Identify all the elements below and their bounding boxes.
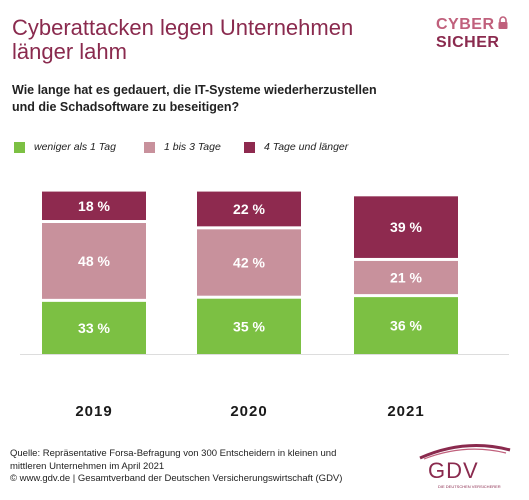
data-label: 21 % (390, 270, 422, 286)
legend: weniger als 1 Tag 1 bis 3 Tage 4 Tage und … (14, 140, 514, 156)
x-tick-label: 2020 (230, 403, 267, 420)
title-line-1: Cyberattacken legen Unternehmen (12, 15, 354, 40)
data-label: 18 % (78, 198, 110, 214)
legend-swatch (244, 142, 255, 153)
bar-segment (197, 191, 301, 227)
bar-segment (42, 223, 146, 299)
data-label: 48 % (78, 253, 110, 269)
bar-segment (197, 229, 301, 296)
legend-swatch (144, 142, 155, 153)
source-line-2: mittleren Unternehmen im April 2021 (10, 460, 165, 472)
stacked-bar-chart: 33 % 48 % 18 % 2019 35 % 42 % 22 % 2020 36 % 21 %… (20, 191, 509, 420)
source-footer: Quelle: Repräsentative Forsa-Befragung v… (10, 448, 390, 486)
legend-label: 1 bis 3 Tage (164, 141, 221, 153)
gdv-logo-text: GDV (428, 458, 479, 483)
source-line-1: Quelle: Repräsentative Forsa-Befragung v… (10, 448, 337, 459)
data-label: 42 % (233, 255, 265, 271)
bar-segment (42, 191, 146, 221)
data-label: 22 % (233, 201, 265, 217)
title-line-2: länger lahm (12, 39, 127, 64)
data-label: 35 % (233, 318, 265, 334)
bar-segment (42, 301, 146, 354)
legend-label: 4 Tage und länger (264, 141, 349, 153)
chart-title: Cyberattacken legen Unternehmen länger l… (12, 16, 412, 64)
gdv-logo: GDV DIE DEUTSCHEN VERSICHERER (410, 440, 520, 490)
data-label: 33 % (78, 320, 110, 336)
logo-line-1: CYBER (436, 16, 495, 33)
bar-segment (354, 196, 458, 258)
legend-swatch (14, 142, 25, 153)
x-tick-label: 2019 (75, 403, 112, 420)
logo-line-2: SICHER (436, 34, 500, 51)
bar-segment (197, 298, 301, 354)
subtitle-line-1: Wie lange hat es gedauert, die IT-System… (12, 83, 377, 97)
copyright-line: © www.gdv.de | Gesamtverband der Deutsch… (10, 473, 343, 484)
x-tick-label: 2021 (387, 403, 424, 420)
gdv-arc-icon (419, 444, 511, 460)
legend-label: weniger als 1 Tag (34, 141, 116, 153)
data-label: 39 % (390, 219, 422, 235)
bar-segment (354, 260, 458, 295)
bar-segment (354, 297, 458, 354)
subtitle-line-2: und die Schadsoftware zu beseitigen? (12, 100, 240, 114)
cyber-sicher-logo: CYBER SICHER (436, 14, 520, 54)
gdv-logo-tagline: DIE DEUTSCHEN VERSICHERER (438, 484, 501, 489)
data-label: 36 % (390, 318, 422, 334)
chart-subtitle: Wie lange hat es gedauert, die IT-System… (12, 82, 442, 116)
lock-icon (498, 16, 508, 29)
